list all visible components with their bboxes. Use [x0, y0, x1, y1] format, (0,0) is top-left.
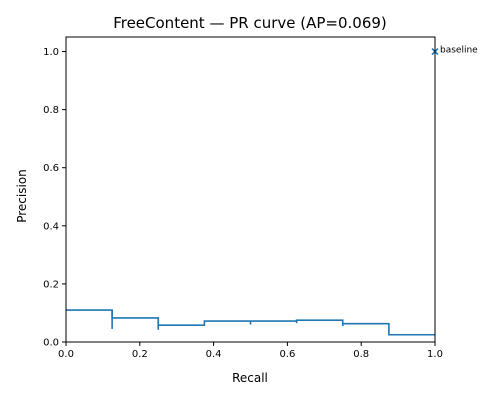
y-tick-label: 0.2 — [43, 279, 59, 290]
plot-frame — [65, 36, 436, 343]
y-tick-label: 1.0 — [43, 47, 59, 58]
x-tick-label: 0.2 — [132, 349, 148, 360]
x-tick-label: 0.0 — [58, 349, 74, 360]
chart-title: FreeContent — PR curve (AP=0.069) — [113, 14, 387, 32]
plot-series: baseline — [66, 46, 478, 336]
baseline-label: baseline — [440, 46, 478, 56]
x-tick-label: 0.8 — [353, 349, 369, 360]
x-axis-title: Recall — [232, 371, 268, 385]
x-axis: 0.0 0.2 0.4 0.6 0.8 1.0 — [58, 342, 443, 360]
x-tick-label: 0.6 — [279, 349, 295, 360]
y-tick-label: 0.8 — [43, 105, 59, 116]
x-tick-label: 0.4 — [206, 349, 222, 360]
y-axis: 0.0 0.2 0.4 0.6 0.8 1.0 — [43, 47, 66, 349]
x-tick-label: 1.0 — [427, 349, 443, 360]
y-tick-label: 0.4 — [43, 221, 59, 232]
y-tick-label: 0.0 — [43, 338, 59, 349]
y-axis-title: Precision — [15, 169, 29, 223]
y-tick-label: 0.6 — [43, 163, 59, 174]
